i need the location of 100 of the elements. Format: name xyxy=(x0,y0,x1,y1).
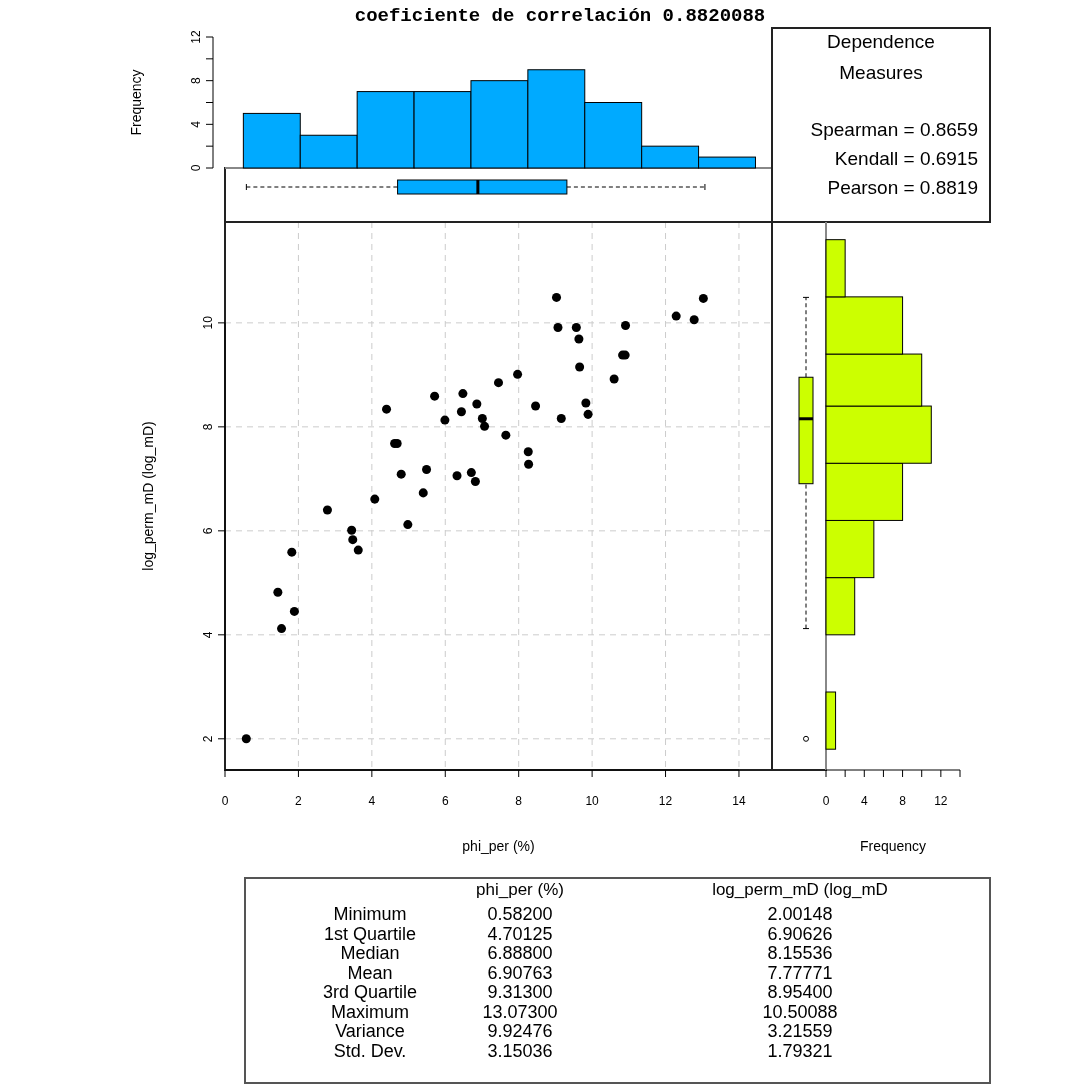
point xyxy=(466,468,476,478)
point xyxy=(621,320,631,330)
point xyxy=(289,606,299,616)
point xyxy=(458,389,468,399)
data-label: 3.15036 xyxy=(487,1040,553,1061)
data-label: 3.21559 xyxy=(767,1021,833,1041)
point xyxy=(477,414,487,424)
point xyxy=(689,315,699,325)
y-axis-title: log_perm_mD (log_mD) xyxy=(140,421,156,571)
data-label: 6.90626 xyxy=(767,923,833,944)
point xyxy=(241,734,251,744)
category-label: Median xyxy=(340,943,400,963)
text: Dependence Measures xyxy=(827,31,935,83)
data-label: 6.88800 xyxy=(487,943,553,963)
point xyxy=(531,401,541,411)
y-tick-label: 8 xyxy=(189,77,203,85)
point xyxy=(581,398,591,408)
category-label: 3rd Quartile xyxy=(322,982,418,1002)
data-label: 9.31300 xyxy=(487,982,553,1002)
point xyxy=(456,407,466,417)
x-tick-label: 0 xyxy=(822,794,830,808)
category-label: Maximum xyxy=(330,1001,410,1022)
point xyxy=(523,447,533,457)
point xyxy=(574,334,584,344)
point xyxy=(347,525,357,535)
y-axis-title: Frequency xyxy=(128,69,144,136)
y-tick-label: 6 xyxy=(201,527,215,535)
x-tick-label: 12 xyxy=(658,794,673,808)
x-axis-title: Frequency xyxy=(859,838,927,854)
point xyxy=(553,323,563,333)
point xyxy=(322,505,332,515)
point xyxy=(348,535,358,545)
point xyxy=(551,292,562,302)
point xyxy=(480,421,490,431)
data-label: 4.70125 xyxy=(487,923,553,944)
text: log_perm_mD (log_mD xyxy=(712,880,888,899)
x-tick-label: 4 xyxy=(368,794,376,808)
point xyxy=(277,624,287,634)
x-tick-label: 10 xyxy=(585,794,600,808)
category-label: Variance xyxy=(335,1021,405,1041)
point xyxy=(524,459,534,469)
point xyxy=(583,409,593,419)
x-tick-label: 8 xyxy=(899,794,907,808)
data-label: 0.58200 xyxy=(487,904,553,924)
point xyxy=(452,471,462,481)
text: phi_per (%) xyxy=(476,880,564,899)
x-tick-label: 14 xyxy=(732,794,746,808)
point xyxy=(403,520,413,530)
x-tick-label: 12 xyxy=(934,794,948,808)
point xyxy=(609,374,619,384)
point xyxy=(472,399,482,409)
y-tick-label: 10 xyxy=(201,315,215,330)
x-tick-label: 0 xyxy=(221,794,229,808)
point xyxy=(571,323,581,333)
data-label: 6.90763 xyxy=(487,962,553,983)
chart-title: coeficiente de correlación 0.8820088 xyxy=(354,5,766,27)
point xyxy=(556,414,566,424)
category-label: Std. Dev. xyxy=(333,1040,407,1061)
point xyxy=(418,488,428,498)
point xyxy=(370,494,380,504)
y-tick-label: 8 xyxy=(201,423,215,431)
x-axis-title: phi_per (%) xyxy=(462,838,535,854)
x-tick-label: 4 xyxy=(860,794,868,808)
y-tick-label: 2 xyxy=(201,735,215,743)
point xyxy=(287,547,297,557)
data-label: 10.50088 xyxy=(762,1001,838,1022)
category-label: Mean xyxy=(347,962,393,983)
y-tick-label: 4 xyxy=(189,120,203,128)
x-tick-label: 6 xyxy=(441,794,449,808)
category-label: Minimum xyxy=(333,904,407,924)
data-label: 8.15536 xyxy=(767,943,833,963)
text: Pearson = 0.8819 xyxy=(827,177,978,198)
point xyxy=(470,476,480,486)
point xyxy=(493,378,504,388)
data-label: 7.77771 xyxy=(767,962,833,983)
point xyxy=(698,293,708,303)
data-label: 2.00148 xyxy=(767,904,833,924)
point xyxy=(396,469,406,479)
text: Kendall = 0.6915 xyxy=(834,148,978,169)
point xyxy=(382,404,392,414)
x-tick-label: 8 xyxy=(515,794,523,808)
point xyxy=(513,369,523,379)
point xyxy=(430,391,440,401)
data-label: 1.79321 xyxy=(767,1040,833,1061)
y-tick-label: 4 xyxy=(201,631,215,639)
point xyxy=(501,430,511,440)
data-label: 13.07300 xyxy=(482,1001,558,1022)
point xyxy=(440,415,450,425)
point xyxy=(273,587,283,597)
point xyxy=(671,311,681,321)
x-tick-label: 2 xyxy=(295,794,303,808)
y-tick-label: 0 xyxy=(189,164,203,172)
point xyxy=(353,545,363,555)
data-label: 9.92476 xyxy=(487,1021,553,1041)
point xyxy=(575,362,585,372)
data-label: 8.95400 xyxy=(767,982,833,1002)
text: Spearman = 0.8659 xyxy=(810,119,978,140)
category-label: 1st Quartile xyxy=(323,923,417,944)
point xyxy=(422,464,432,474)
y-tick-label: 12 xyxy=(189,30,203,44)
